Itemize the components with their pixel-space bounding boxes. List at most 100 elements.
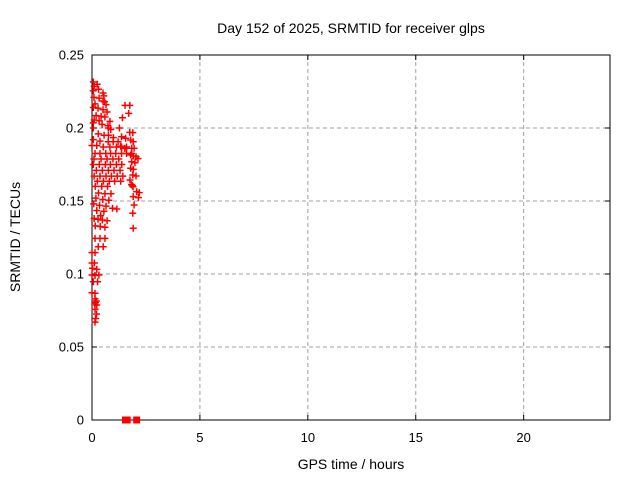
data-point-plus [129,193,137,201]
data-point-plus [114,138,122,146]
data-point-plus [101,223,109,231]
data-point-plus [107,190,115,198]
y-tick-label: 0.1 [66,267,84,282]
data-point-plus [89,87,97,95]
data-point-plus [102,202,110,210]
data-point-plus [115,124,123,132]
data-point-plus [93,177,101,185]
data-point-plus [129,183,137,191]
data-point-plus [89,124,97,132]
x-tick-label: 5 [196,430,203,445]
data-point-plus [110,166,118,174]
data-point-plus [104,182,112,190]
data-point-plus [126,176,134,184]
data-point-square [123,416,131,424]
data-point-plus [102,101,110,109]
data-point-plus [93,265,101,273]
data-point-plus [100,92,108,100]
y-tick-label: 0.15 [59,194,84,209]
data-point-plus [95,94,103,102]
series-flagged-zero-values [121,416,141,424]
data-point-plus [103,108,111,116]
data-point-plus [117,177,125,185]
data-point-plus [89,136,97,144]
data-point-plus [91,249,99,257]
series-srmtid-values [88,78,143,326]
data-point-plus [95,271,103,279]
data-point-plus [94,130,102,138]
data-point-plus [98,166,106,174]
data-point-plus [95,117,103,125]
data-point-plus [88,264,96,272]
data-point-plus [96,137,104,145]
data-point-plus [100,207,108,215]
data-point-plus [92,194,100,202]
plot-border [91,54,611,421]
data-point-plus [93,206,101,214]
data-point-plus [106,143,114,151]
data-point-plus [91,182,99,190]
data-point-plus [126,101,134,109]
data-point-plus [99,196,107,204]
data-point-plus [128,158,136,166]
data-point-plus [103,217,111,225]
data-point-plus [113,205,121,213]
data-point-plus [92,166,100,174]
data-point-plus [118,133,126,141]
data-point-plus [125,109,133,117]
data-point-plus [99,106,107,114]
data-point-plus [115,155,123,163]
data-point-plus [97,155,105,163]
x-axis-label: GPS time / hours [297,456,405,472]
data-point-plus [93,310,101,318]
y-tick-label: 0.2 [66,121,84,136]
data-point-plus [111,177,119,185]
data-point-plus [130,144,138,152]
y-tick-label: 0 [77,413,84,428]
data-point-plus [94,189,102,197]
data-point-plus [129,138,137,146]
data-point-plus [129,171,137,179]
x-tick-label: 20 [516,430,530,445]
data-point-plus [129,209,137,217]
data-point-plus [96,172,104,180]
data-point-plus [89,161,97,168]
data-point-plus [118,161,126,168]
data-point-plus [118,114,126,122]
data-point-plus [131,159,139,167]
data-point-plus [94,104,102,112]
data-point-plus [132,172,140,180]
data-point-plus [101,113,109,121]
data-point-plus [90,259,98,267]
y-tick-label: 0.25 [59,48,84,63]
x-tick-label: 0 [88,430,95,445]
y-tick-label: 0.05 [59,340,84,355]
data-point-plus [89,78,97,86]
data-point-plus [101,190,109,198]
x-tick-label: 10 [301,430,315,445]
data-point-plus [91,100,99,108]
data-point-plus [107,125,115,133]
data-point-plus [116,166,124,174]
data-point-plus [122,134,130,142]
data-point-square [133,416,141,424]
data-point-plus [134,155,142,163]
data-point-plus [106,117,114,125]
data-point-plus [94,85,102,93]
data-point-plus [94,278,102,286]
y-axis-label: SRMTID / TECUs [7,181,23,293]
x-tick-label: 15 [409,430,423,445]
data-point-plus [95,161,103,168]
data-point-plus [98,120,106,128]
data-point-plus [91,318,99,326]
data-point-plus [91,305,99,313]
data-point-plus [134,194,142,202]
data-point-plus [130,201,138,209]
data-point-plus [93,301,101,309]
data-point-plus [135,189,143,197]
chart-title: Day 152 of 2025, SRMTID for receiver glp… [217,20,485,36]
data-point-plus [90,200,98,208]
data-point-plus [105,196,113,204]
data-point-plus [106,161,114,168]
